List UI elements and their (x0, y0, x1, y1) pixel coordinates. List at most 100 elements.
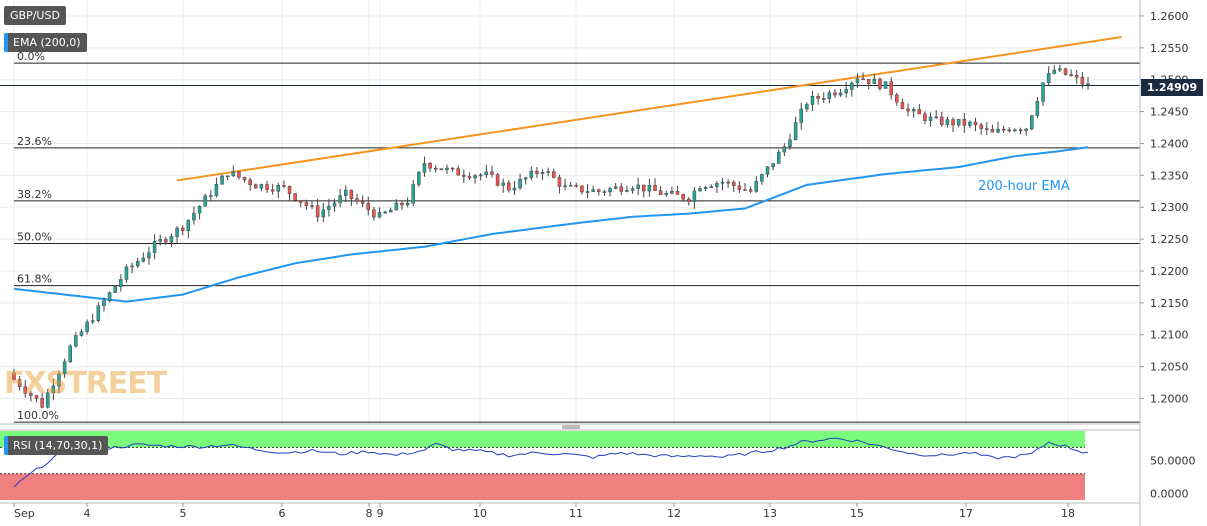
candle-body (608, 188, 612, 193)
candle-body (793, 122, 798, 141)
candle (664, 190, 669, 197)
y-tick-label: 1.2400 (1150, 137, 1189, 150)
candle-body (366, 203, 371, 211)
candle (1058, 64, 1062, 73)
candle-body (552, 171, 556, 178)
candle-body (855, 78, 860, 84)
candle-body (225, 175, 230, 178)
candle-body (1063, 68, 1068, 75)
candle-body (96, 305, 101, 321)
candle (40, 393, 44, 409)
candle-body (327, 206, 331, 211)
x-tick-label: 5 (180, 507, 187, 520)
candle-body (124, 266, 129, 280)
candle (996, 121, 1000, 134)
candle (821, 92, 826, 103)
candle (276, 182, 281, 199)
candle-body (630, 188, 635, 191)
candle (456, 165, 460, 176)
candle-body (1080, 76, 1085, 85)
candle (855, 73, 860, 88)
candle (383, 210, 387, 214)
annotations: 200-hour EMA (978, 179, 1070, 194)
y-tick-label: 1.2600 (1150, 10, 1189, 23)
candle-body (388, 209, 393, 213)
candle (883, 81, 888, 89)
candle-body (248, 179, 252, 186)
candle-body (827, 92, 832, 99)
candle-body (501, 182, 505, 186)
candle (563, 178, 567, 190)
candle (344, 185, 348, 203)
candle-body (310, 205, 314, 207)
candle-body (658, 190, 663, 195)
candle (450, 167, 455, 172)
candle (147, 246, 151, 265)
candle-body (900, 101, 905, 110)
fxstreet-watermark: FXSTREET (4, 366, 167, 401)
candle-body (687, 198, 691, 202)
candle (74, 332, 78, 348)
candle-body (602, 191, 607, 193)
x-tick-label: 4 (84, 507, 91, 520)
candle-body (1035, 101, 1040, 116)
candle-body (113, 286, 117, 293)
candle-body (754, 181, 758, 192)
candle (57, 370, 61, 394)
candle-body (1075, 75, 1079, 78)
candle (293, 193, 297, 202)
candle-body (433, 167, 438, 170)
x-tick-label: 11 (569, 507, 583, 520)
candle-body (889, 81, 893, 96)
candle (591, 185, 595, 192)
candle (29, 391, 33, 402)
candle-body (1024, 128, 1028, 131)
rsi-indicator-label[interactable]: RSI (14,70,30,1) (4, 436, 109, 455)
candle (940, 111, 944, 127)
candle (973, 117, 978, 132)
candle-body (51, 385, 56, 394)
candle (715, 180, 719, 194)
candle (535, 166, 539, 178)
candle-body (574, 185, 579, 187)
ema-annotation: 200-hour EMA (978, 179, 1070, 194)
candle-body (57, 373, 61, 387)
candle (462, 169, 466, 184)
candle-body (523, 177, 528, 180)
candle-body (299, 200, 303, 203)
candle (990, 124, 995, 133)
y-tick-label: 1.2150 (1150, 297, 1189, 310)
rsi-line (13, 437, 1089, 488)
candle (135, 257, 140, 268)
candle-body (164, 239, 168, 243)
candle (670, 186, 674, 195)
candle-body (192, 212, 196, 221)
candle-body (276, 185, 281, 192)
candle (906, 103, 910, 117)
candle (372, 207, 376, 221)
rsi-y-tick-label: 50.0000 (1150, 455, 1196, 468)
candle-body (591, 189, 595, 192)
candle-body (315, 205, 320, 218)
candle-body (934, 116, 938, 119)
candle-body (726, 181, 730, 184)
candle-body (321, 209, 326, 218)
candle (765, 166, 770, 178)
ema-indicator-label[interactable]: EMA (200,0) (4, 33, 87, 52)
candle-body (546, 171, 550, 173)
candle-body (911, 109, 916, 112)
candle-body (636, 184, 640, 189)
candle (310, 201, 314, 209)
candle (1041, 82, 1045, 106)
candle (619, 182, 624, 195)
candle-body (597, 189, 601, 192)
candle-body (625, 190, 629, 192)
candle-body (445, 167, 449, 171)
candle-body (647, 185, 652, 192)
candle-body (720, 181, 725, 184)
candle-body (282, 185, 286, 187)
candle-body (743, 189, 747, 191)
candle (934, 110, 938, 119)
candle-body (428, 163, 432, 169)
